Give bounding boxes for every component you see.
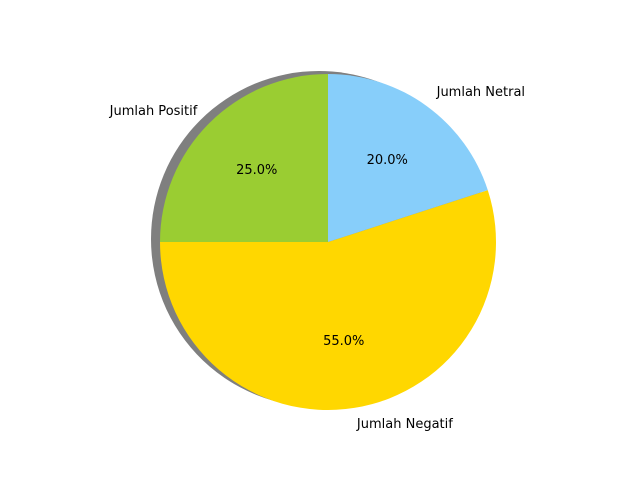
pie-pct-label-jumlah-negatif: 55.0% — [323, 334, 364, 349]
pie-label-jumlah-negatif: Jumlah Negatif — [356, 417, 453, 432]
pie-label-jumlah-positif: Jumlah Positif — [109, 104, 198, 119]
pie-label-jumlah-netral: Jumlah Netral — [436, 85, 525, 100]
pie-pct-label-jumlah-netral: 20.0% — [367, 153, 408, 168]
pie-slice-jumlah-netral — [328, 74, 488, 242]
pie-slice-layer — [160, 74, 496, 410]
pie-slice-jumlah-positif — [160, 74, 328, 242]
pie-label-layer: Jumlah Positif 25.0% Jumlah Negatif 55.0% Ju… — [109, 85, 525, 432]
pie-slice-jumlah-negatif — [160, 190, 496, 410]
pie-pct-label-jumlah-positif: 25.0% — [236, 163, 277, 178]
